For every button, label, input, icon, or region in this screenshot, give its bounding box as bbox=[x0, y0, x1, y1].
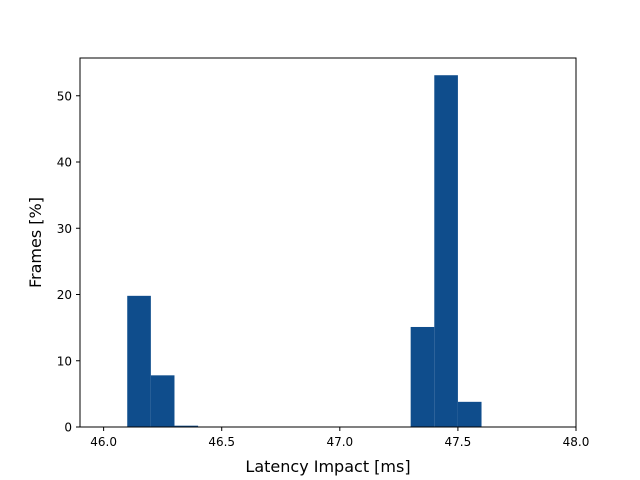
y-tick-label-1: 10 bbox=[57, 354, 72, 368]
x-tick-label-1: 46.5 bbox=[208, 435, 235, 449]
x-tick-label-3: 47.5 bbox=[445, 435, 472, 449]
x-tick-label-0: 46.0 bbox=[90, 435, 117, 449]
histogram-bar-1 bbox=[150, 375, 175, 427]
y-tick-label-4: 40 bbox=[57, 156, 72, 170]
histogram-bar-4 bbox=[434, 75, 458, 427]
y-tick-label-0: 0 bbox=[64, 421, 72, 435]
histogram-bar-5 bbox=[457, 401, 482, 427]
x-tick-label-4: 48.0 bbox=[563, 435, 590, 449]
y-tick-label-5: 50 bbox=[57, 89, 72, 103]
histogram-bar-2 bbox=[174, 425, 199, 427]
y-axis-label: Frames [%] bbox=[26, 197, 45, 288]
histogram-bar-0 bbox=[127, 295, 151, 427]
y-axis-ticks: 0 10 20 30 40 50 bbox=[57, 89, 80, 435]
plot-area-frame bbox=[79, 57, 577, 428]
x-axis-ticks: 46.0 46.5 47.0 47.5 48.0 bbox=[90, 427, 589, 449]
y-tick-label-2: 20 bbox=[57, 288, 72, 302]
histogram-bar-3 bbox=[410, 326, 435, 427]
bars-group bbox=[127, 75, 482, 427]
x-tick-label-2: 47.0 bbox=[326, 435, 353, 449]
x-axis-label: Latency Impact [ms] bbox=[245, 457, 410, 476]
y-tick-label-3: 30 bbox=[57, 222, 72, 236]
